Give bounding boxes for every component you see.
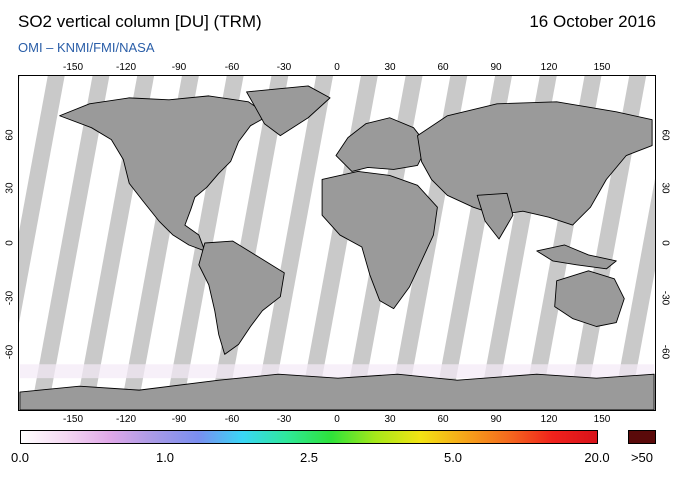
map-canvas (19, 76, 655, 410)
orbit-swath (19, 76, 93, 410)
antarctica (19, 373, 655, 410)
data-credit: OMI – KNMI/FMI/NASA (18, 40, 155, 55)
greenland (246, 85, 331, 137)
map-title: SO2 vertical column [DU] (TRM) (18, 12, 262, 31)
colorbar (20, 430, 598, 444)
lon-tick-top: 120 (540, 62, 558, 73)
so2-map (18, 75, 656, 411)
asia (417, 101, 653, 226)
india (476, 192, 514, 240)
lon-tick-top: -60 (224, 62, 240, 73)
lon-tick-bottom: -150 (62, 414, 84, 425)
orbit-swath (584, 76, 655, 410)
lon-tick-bottom: -120 (115, 414, 137, 425)
lat-tick-right: 60 (659, 129, 671, 141)
lat-tick-left: 0 (4, 240, 16, 246)
lon-tick-bottom: 30 (384, 414, 396, 425)
lon-tick-bottom: 90 (490, 414, 502, 425)
colorbar-label: 2.5 (299, 450, 319, 465)
lon-tick-top: 90 (490, 62, 502, 73)
lat-tick-right: 30 (659, 182, 671, 194)
lat-tick-left: 60 (4, 129, 16, 141)
lon-tick-top: 150 (593, 62, 611, 73)
orbit-swath (271, 76, 361, 410)
lon-tick-bottom: -60 (224, 414, 240, 425)
land-masses (19, 85, 655, 410)
lat-tick-right: 0 (659, 240, 671, 246)
lon-tick-top: -90 (171, 62, 187, 73)
lon-tick-bottom: -90 (171, 414, 187, 425)
southern-low-values-band (19, 364, 655, 379)
lon-tick-bottom: 0 (334, 414, 340, 425)
orbit-swath (19, 76, 48, 232)
colorbar-overflow-swatch (628, 430, 656, 444)
lat-tick-left: -30 (4, 290, 16, 306)
map-date: 16 October 2016 (529, 12, 656, 31)
lat-tick-right: -60 (659, 344, 671, 360)
orbit-swath (47, 76, 138, 410)
lat-tick-left: -60 (4, 344, 16, 360)
lat-tick-left: 30 (4, 182, 16, 194)
lon-tick-bottom: 60 (437, 414, 449, 425)
lon-tick-bottom: 120 (540, 414, 558, 425)
lon-tick-top: 60 (437, 62, 449, 73)
colorbar-label: 20.0 (584, 450, 610, 465)
lon-tick-bottom: 150 (593, 414, 611, 425)
lon-tick-top: 30 (384, 62, 396, 73)
lon-tick-top: -120 (115, 62, 137, 73)
maritime-asia (536, 244, 617, 270)
lon-tick-top: 0 (334, 62, 340, 73)
colorbar-label: 0.0 (10, 450, 30, 465)
australia (554, 270, 625, 327)
lon-tick-bottom: -30 (276, 414, 292, 425)
africa (321, 170, 438, 310)
lon-tick-top: -150 (62, 62, 84, 73)
colorbar-label: 5.0 (443, 450, 463, 465)
lat-tick-right: -30 (659, 290, 671, 306)
colorbar-label: 1.0 (155, 450, 175, 465)
south-america (198, 240, 285, 355)
colorbar-label: >50 (630, 450, 654, 465)
north-america (59, 95, 269, 252)
lon-tick-top: -30 (276, 62, 292, 73)
